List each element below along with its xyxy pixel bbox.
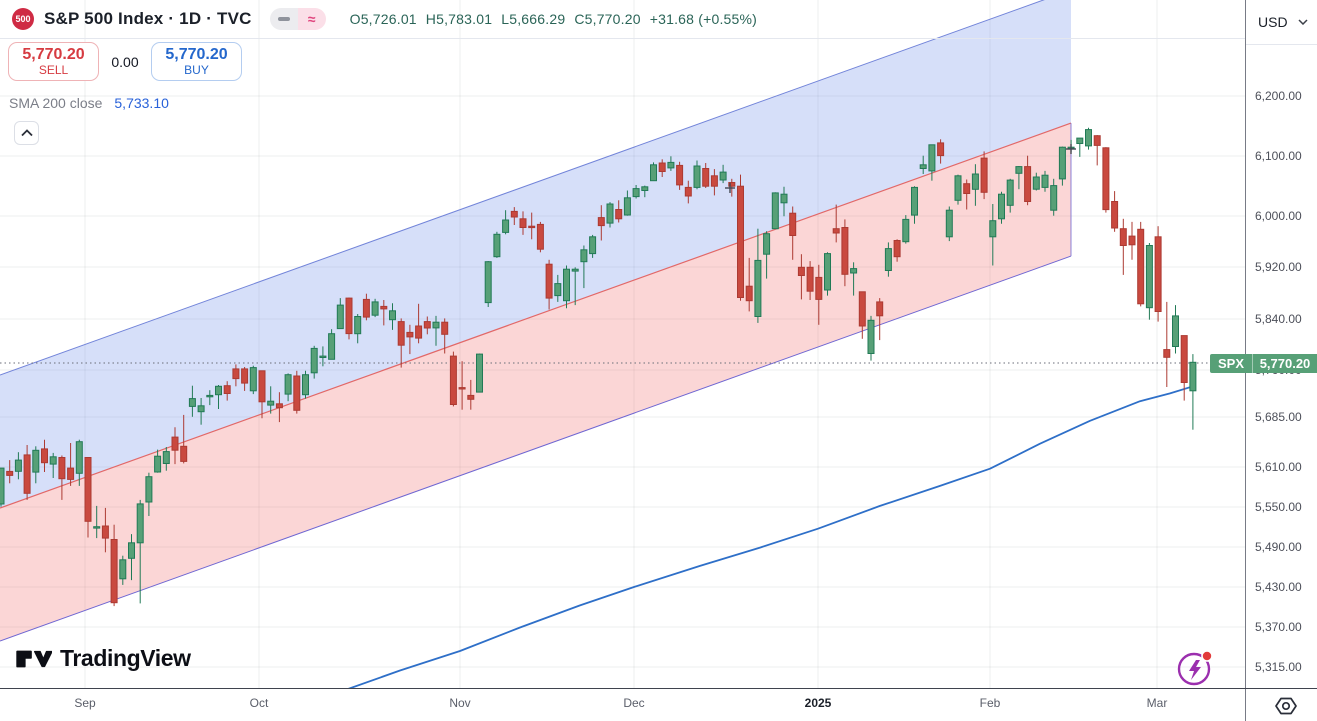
time-label: Nov — [449, 696, 471, 710]
badge-price: 5,770.20 — [1259, 356, 1311, 371]
chevron-down-icon — [1298, 19, 1308, 25]
symbol-legend: 500 S&P 500 Index · 1D · TVC ≈ O5,726.01… — [12, 0, 766, 38]
symbol-title[interactable]: S&P 500 Index · 1D · TVC — [44, 9, 252, 28]
notification-dot — [1201, 650, 1213, 662]
ohlc-high: H5,783.01 — [425, 11, 493, 27]
axis-corner-divider — [1245, 689, 1246, 721]
sell-button[interactable]: 5,770.20 SELL — [8, 42, 99, 81]
price-tick: 6,100.00 — [1255, 149, 1302, 163]
chevron-up-icon — [20, 129, 33, 137]
lightning-icon — [1177, 650, 1213, 686]
price-tick: 5,430.00 — [1255, 580, 1302, 594]
ohlc-open: O5,726.01 — [349, 11, 417, 27]
price-tick: 5,490.00 — [1255, 540, 1302, 554]
sell-price: 5,770.20 — [22, 45, 85, 63]
legend-toggle-pills[interactable]: ≈ — [269, 8, 326, 30]
dash-icon[interactable] — [269, 8, 298, 30]
currency-selector[interactable]: USD — [1246, 0, 1317, 45]
collapse-legend-button[interactable] — [14, 121, 39, 145]
price-axis[interactable]: USD 6,200.00 6,100.00 6,000.00 5,920.00 5,84… — [1245, 0, 1317, 688]
indicator-legend[interactable]: SMA 200 close 5,733.10 — [9, 95, 169, 111]
price-tick: 5,370.00 — [1255, 620, 1302, 634]
sell-label: SELL — [38, 62, 69, 77]
hexagon-eye-icon — [1275, 697, 1297, 715]
price-tick: 6,200.00 — [1255, 89, 1302, 103]
legend-divider — [0, 38, 1245, 39]
chart-canvas[interactable] — [0, 0, 1245, 688]
ohlc-close: C5,770.20 — [574, 11, 641, 27]
symbol-logo-badge: 500 — [12, 8, 34, 30]
ohlc-change: +31.68 (+0.55%) — [649, 11, 758, 27]
time-label: Dec — [623, 696, 645, 710]
tradingview-wordmark: TradingView — [60, 645, 191, 671]
chart-area[interactable]: 500 S&P 500 Index · 1D · TVC ≈ O5,726.01… — [0, 0, 1245, 688]
price-tick: 5,920.00 — [1255, 260, 1302, 274]
time-label: 2025 — [804, 696, 832, 710]
tradingview-logo-icon — [16, 650, 52, 667]
price-tick: 6,000.00 — [1255, 209, 1302, 223]
buy-price: 5,770.20 — [165, 45, 228, 63]
spread-value: 0.00 — [111, 53, 139, 70]
order-panel: 5,770.20 SELL 0.00 5,770.20 BUY — [8, 42, 242, 81]
time-label: Sep — [74, 696, 96, 710]
ohlc-readout: O5,726.01 H5,783.01 L5,666.29 C5,770.20 +31.… — [350, 11, 766, 27]
buy-label: BUY — [184, 62, 209, 77]
last-price-badge[interactable]: SPX 5,770.20 — [1210, 354, 1317, 373]
time-label: Oct — [249, 696, 269, 710]
price-tick: 5,610.00 — [1255, 460, 1302, 474]
time-axis[interactable]: Sep Oct Nov Dec 2025 Feb Mar — [0, 688, 1317, 721]
tradingview-watermark: TradingView — [16, 645, 191, 672]
instant-trade-button[interactable] — [1176, 650, 1216, 687]
scale-settings-button[interactable] — [1274, 694, 1298, 721]
ohlc-low: L5,666.29 — [501, 11, 566, 27]
price-tick: 5,685.00 — [1255, 410, 1302, 424]
time-label: Feb — [979, 696, 1001, 710]
indicator-name: SMA 200 close — [9, 95, 103, 111]
price-tick: 5,315.00 — [1255, 660, 1302, 674]
approx-icon[interactable]: ≈ — [297, 8, 326, 30]
indicator-value: 5,733.10 — [114, 95, 169, 111]
time-label: Mar — [1146, 696, 1168, 710]
currency-value: USD — [1258, 14, 1288, 30]
price-tick: 5,840.00 — [1255, 312, 1302, 326]
badge-divider — [1252, 354, 1253, 373]
price-tick: 5,550.00 — [1255, 500, 1302, 514]
buy-button[interactable]: 5,770.20 BUY — [151, 42, 242, 81]
badge-symbol: SPX — [1217, 356, 1244, 371]
